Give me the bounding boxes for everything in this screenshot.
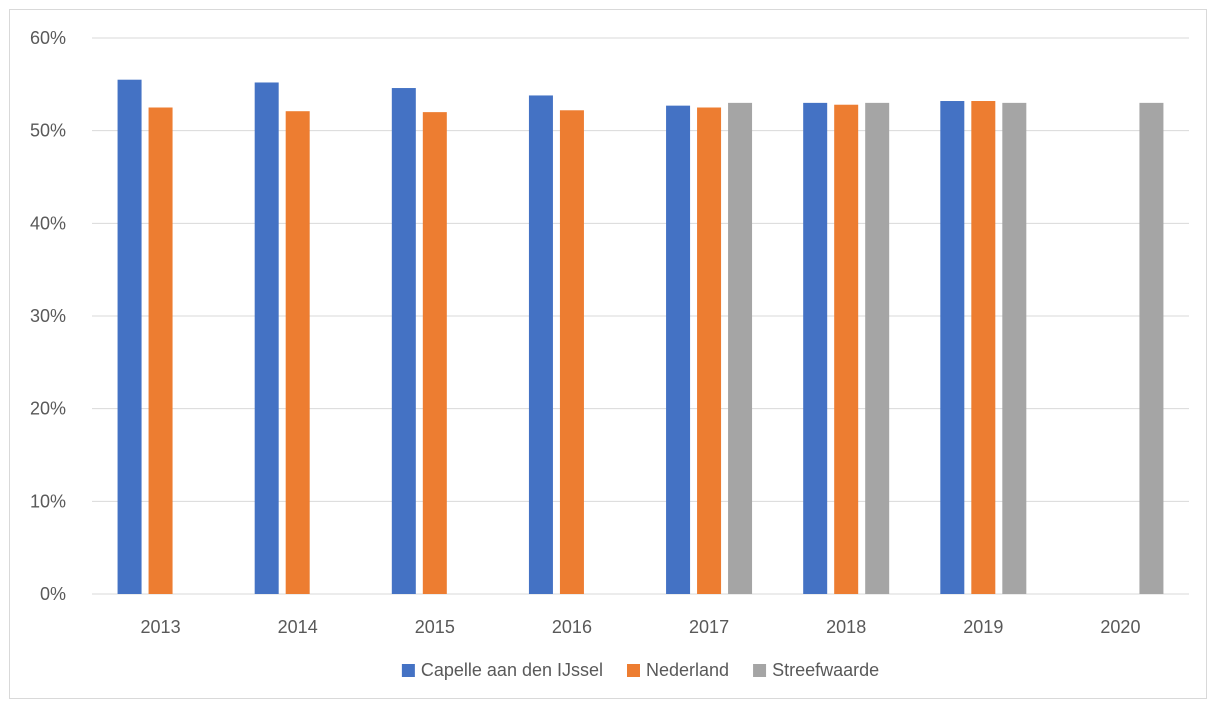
bar-capelle-aan-den-ijssel-2013 (117, 79, 142, 594)
legend: Capelle aan den IJssel Nederland Streefwaa… (401, 660, 879, 680)
y-tick-label: 60% (30, 28, 66, 48)
bar-capelle-aan-den-ijssel-2017 (666, 105, 691, 594)
y-tick-label: 50% (30, 121, 66, 141)
bar-streefwaarde-2018 (865, 102, 890, 594)
x-tick-label: 2016 (552, 617, 592, 637)
bar-capelle-aan-den-ijssel-2019 (940, 101, 965, 594)
x-tick-label: 2013 (141, 617, 181, 637)
bar-nederland-2018 (834, 104, 859, 594)
bar-capelle-aan-den-ijssel-2015 (391, 88, 416, 594)
bar-nederland-2019 (971, 101, 996, 594)
bars (117, 79, 1164, 594)
bar-nederland-2016 (559, 110, 584, 594)
legend-label: Capelle aan den IJssel (421, 660, 603, 680)
legend-label: Streefwaarde (772, 660, 879, 680)
x-tick-label: 2017 (689, 617, 729, 637)
y-axis-ticks: 0% 10% 20% 30% 40% 50% 60% (30, 28, 66, 604)
y-tick-label: 20% (30, 399, 66, 419)
x-tick-label: 2020 (1100, 617, 1140, 637)
y-tick-label: 40% (30, 213, 66, 233)
bar-nederland-2013 (148, 107, 173, 594)
legend-label: Nederland (646, 660, 729, 680)
x-tick-label: 2018 (826, 617, 866, 637)
x-tick-label: 2019 (963, 617, 1003, 637)
bar-capelle-aan-den-ijssel-2014 (254, 82, 279, 594)
bar-capelle-aan-den-ijssel-2016 (528, 95, 553, 594)
legend-swatch (753, 664, 767, 677)
y-tick-label: 0% (40, 584, 66, 604)
x-tick-label: 2014 (278, 617, 318, 637)
y-tick-label: 30% (30, 306, 66, 326)
bar-streefwaarde-2017 (728, 102, 753, 594)
bar-nederland-2017 (697, 107, 722, 594)
bar-nederland-2015 (422, 112, 447, 594)
bar-streefwaarde-2020 (1139, 102, 1164, 594)
bar-nederland-2014 (285, 111, 310, 594)
legend-swatch (401, 664, 415, 677)
bar-streefwaarde-2019 (1002, 102, 1027, 594)
x-tick-label: 2015 (415, 617, 455, 637)
legend-swatch (627, 664, 640, 677)
x-axis-ticks: 2013 2014 2015 2016 2017 2018 2019 2020 (141, 617, 1141, 637)
bar-capelle-aan-den-ijssel-2018 (803, 102, 828, 594)
y-tick-label: 10% (30, 491, 66, 511)
